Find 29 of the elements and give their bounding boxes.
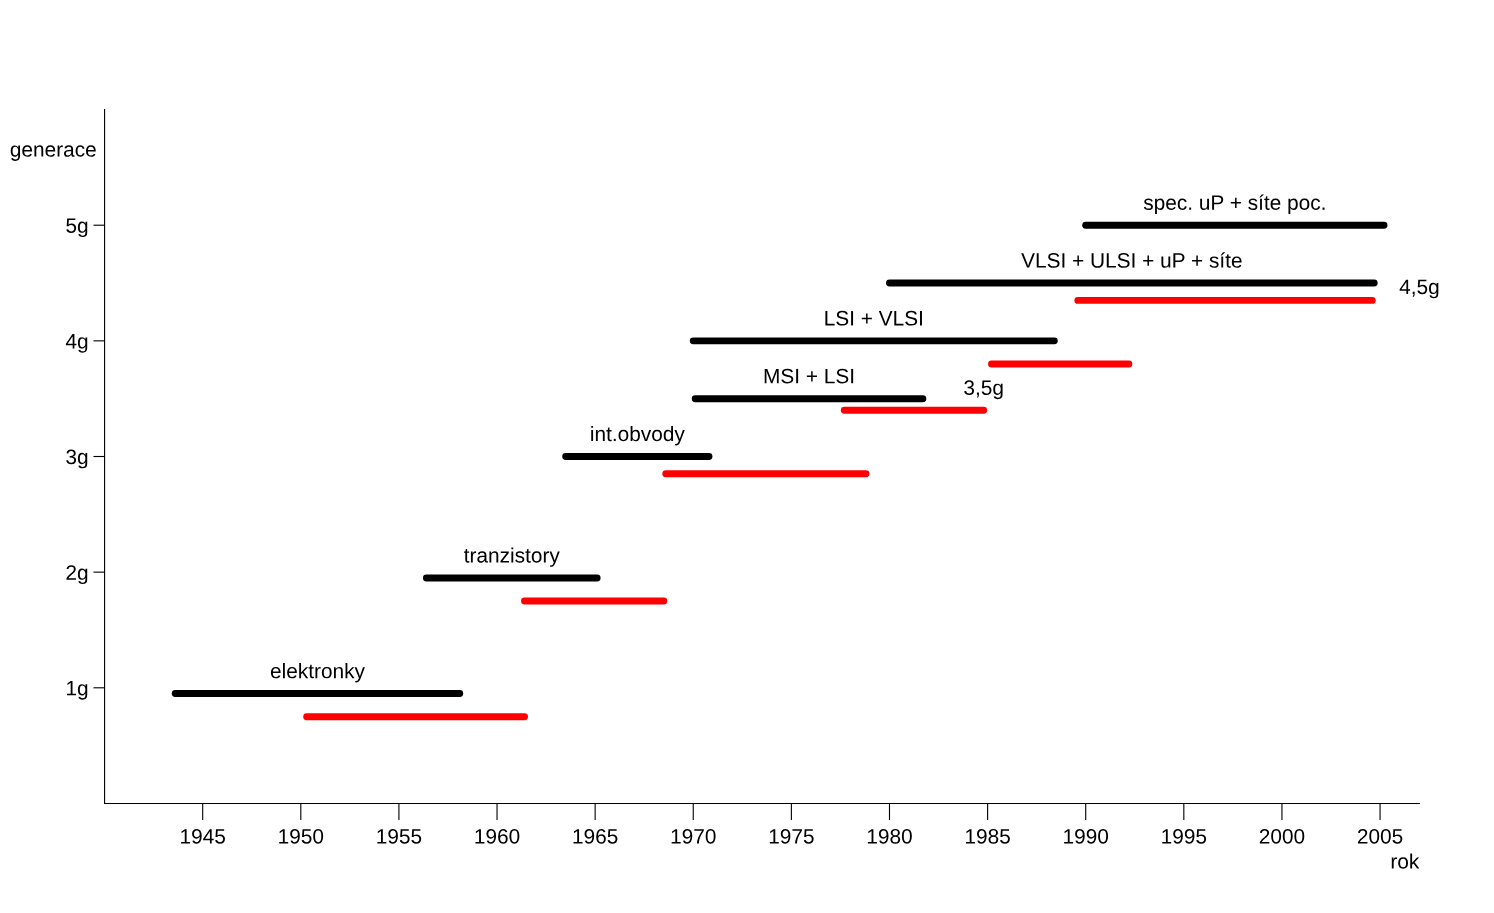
- x-tick-label: 1990: [1064, 828, 1109, 844]
- y-axis-title: generace: [10, 145, 96, 161]
- x-tick-label: 1970: [671, 828, 716, 844]
- x-tick-label: 1965: [573, 828, 618, 844]
- x-tick-label: 1980: [867, 828, 912, 844]
- annotation: 3,5g: [964, 380, 1003, 400]
- x-tick-label: 1985: [966, 828, 1010, 844]
- annotation: LSI + VLSI: [825, 310, 922, 326]
- x-tick-label: 1955: [377, 828, 422, 844]
- annotation: VLSI + ULSI + uP + síte: [1021, 252, 1242, 268]
- x-tick-label: 1975: [769, 828, 814, 844]
- x-tick-label: 1995: [1162, 828, 1207, 844]
- x-tick-label: 1960: [475, 828, 520, 844]
- annotation: tranzistory: [464, 547, 560, 567]
- x-tick-label: 2000: [1259, 828, 1305, 844]
- annotation: 4,5g: [1399, 279, 1439, 299]
- annotation: spec. uP + síte poc.: [1143, 194, 1325, 215]
- x-tick-label: 1945: [181, 828, 225, 844]
- x-tick-label: 1950: [279, 828, 324, 844]
- annotation: elektronky: [270, 663, 365, 683]
- x-tick-label: 2005: [1357, 828, 1403, 844]
- annotation: int.obvody: [591, 425, 685, 446]
- y-tick-label: 2g: [66, 565, 88, 585]
- y-tick-label: 4g: [65, 334, 88, 353]
- annotation: MSI + LSI: [764, 368, 854, 384]
- y-tick-label: 3g: [66, 449, 88, 469]
- x-axis-title: rok: [1391, 853, 1420, 869]
- y-tick-label: 1g: [67, 681, 88, 700]
- y-tick-label: 5g: [66, 218, 88, 238]
